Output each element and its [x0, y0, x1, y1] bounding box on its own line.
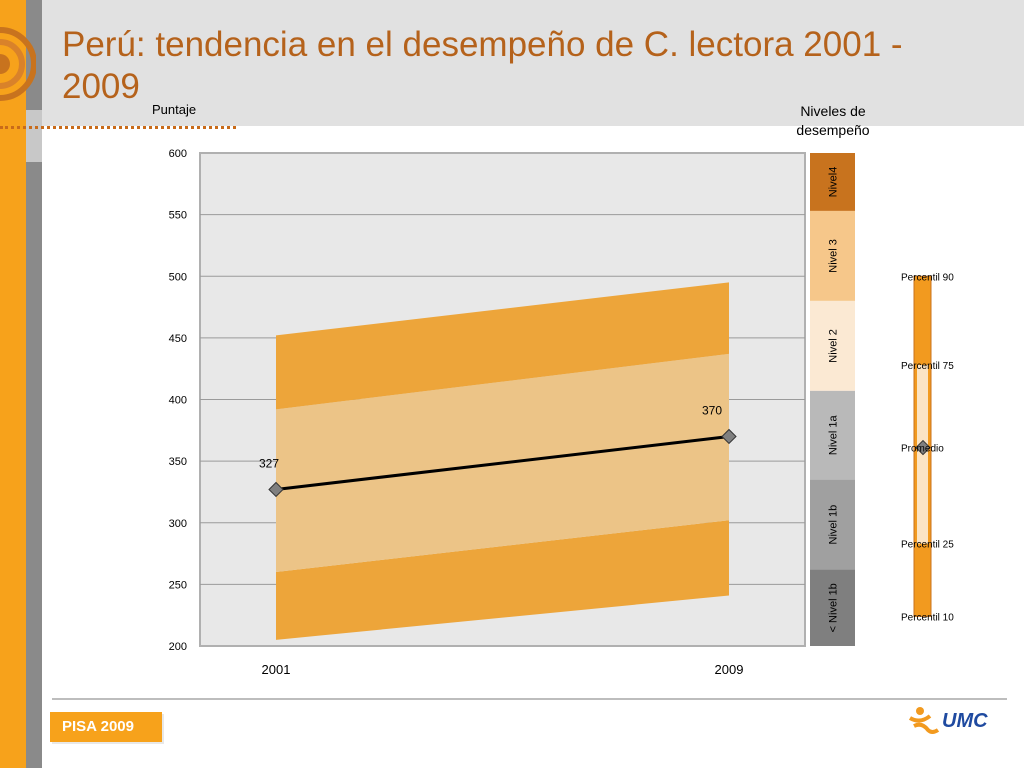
umc-logo: UMC: [906, 704, 988, 740]
percentile-label: Percentil 10: [901, 612, 954, 623]
band-p75-p90: [276, 282, 729, 410]
level-band: [810, 300, 855, 391]
band-p10-p25: [276, 520, 729, 640]
umc-logo-text: UMC: [942, 710, 988, 732]
level-band: [810, 153, 855, 211]
level-band: [810, 479, 855, 570]
y-tick-label: 400: [169, 395, 187, 407]
umc-figure-icon: [908, 707, 940, 734]
y-tick-label: 500: [169, 271, 187, 283]
series-line: [275, 434, 730, 491]
y-tick-label: 450: [169, 333, 187, 345]
levels-title-line2: desempeño: [796, 122, 869, 138]
data-label: 370: [702, 403, 722, 417]
x-tick-label: 2009: [715, 662, 744, 677]
footer-divider: [52, 698, 1007, 700]
level-label: Nivel 1b: [828, 505, 840, 545]
data-point: [721, 428, 737, 445]
title-dotted-divider: [0, 126, 236, 129]
percentile-label: Percentil 75: [901, 361, 954, 372]
header-background: [42, 0, 1024, 126]
y-tick-label: 250: [169, 579, 187, 591]
footer-badge: PISA 2009: [50, 712, 162, 742]
left-gray-highlight: [26, 110, 42, 162]
percentile-label: Percentil 25: [901, 540, 954, 551]
y-tick-label: 550: [169, 210, 187, 222]
level-label: < Nivel 1b: [828, 583, 840, 632]
left-gray-band: [26, 0, 42, 768]
legend-mean-marker: [915, 439, 931, 456]
level-label: Nivel 1a: [828, 414, 840, 455]
percentile-label: Promedio: [901, 444, 944, 455]
x-tick-label: 2001: [262, 662, 291, 677]
data-point: [268, 481, 284, 498]
y-tick-label: 200: [169, 641, 187, 653]
page-title: Perú: tendencia en el desempeño de C. le…: [62, 25, 903, 106]
level-label: Nivel 3: [828, 239, 840, 273]
level-label: Nivel4: [828, 167, 840, 198]
sun-logo-icon: [0, 18, 36, 110]
level-label: Nivel 2: [828, 329, 840, 363]
level-band: [810, 390, 855, 480]
level-band: [810, 569, 855, 646]
data-label: 327: [259, 456, 279, 470]
percentile-label: Percentil 90: [901, 272, 954, 283]
level-band: [810, 210, 855, 301]
levels-title-line1: Niveles de: [800, 103, 866, 119]
y-tick-label: 300: [169, 518, 187, 530]
y-axis-title: Puntaje: [152, 102, 196, 117]
reading-trend-chart: Puntaje 200 250 300 350 400 450 500 550 600 2001 2…: [152, 102, 954, 677]
y-tick-label: 600: [169, 148, 187, 160]
y-tick-label: 350: [169, 456, 187, 468]
